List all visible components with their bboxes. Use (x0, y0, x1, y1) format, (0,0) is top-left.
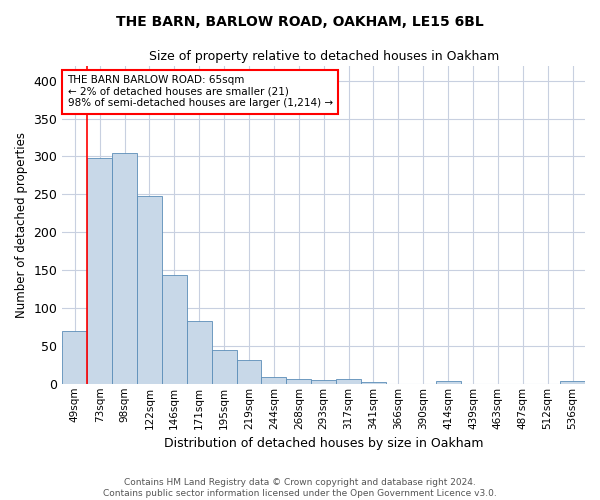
Bar (62, 330, 87, 384)
Text: THE BARN, BARLOW ROAD, OAKHAM, LE15 6BL: THE BARN, BARLOW ROAD, OAKHAM, LE15 6BL (116, 15, 484, 29)
Y-axis label: Number of detached properties: Number of detached properties (15, 132, 28, 318)
X-axis label: Distribution of detached houses by size in Oakham: Distribution of detached houses by size … (164, 437, 484, 450)
Bar (236, 360, 262, 384)
Bar (361, 382, 386, 384)
Bar (336, 379, 361, 384)
Bar (262, 377, 286, 384)
Title: Size of property relative to detached houses in Oakham: Size of property relative to detached ho… (149, 50, 499, 63)
Text: THE BARN BARLOW ROAD: 65sqm
← 2% of detached houses are smaller (21)
98% of semi: THE BARN BARLOW ROAD: 65sqm ← 2% of deta… (68, 75, 332, 108)
Bar (87, 158, 112, 384)
Bar (560, 382, 585, 384)
Text: Contains HM Land Registry data © Crown copyright and database right 2024.
Contai: Contains HM Land Registry data © Crown c… (103, 478, 497, 498)
Bar (137, 196, 162, 384)
Bar (162, 276, 187, 384)
Bar (187, 321, 212, 384)
Bar (436, 382, 461, 384)
Bar (286, 379, 311, 384)
Bar (212, 350, 236, 384)
Bar (311, 380, 336, 384)
Bar (112, 154, 137, 384)
